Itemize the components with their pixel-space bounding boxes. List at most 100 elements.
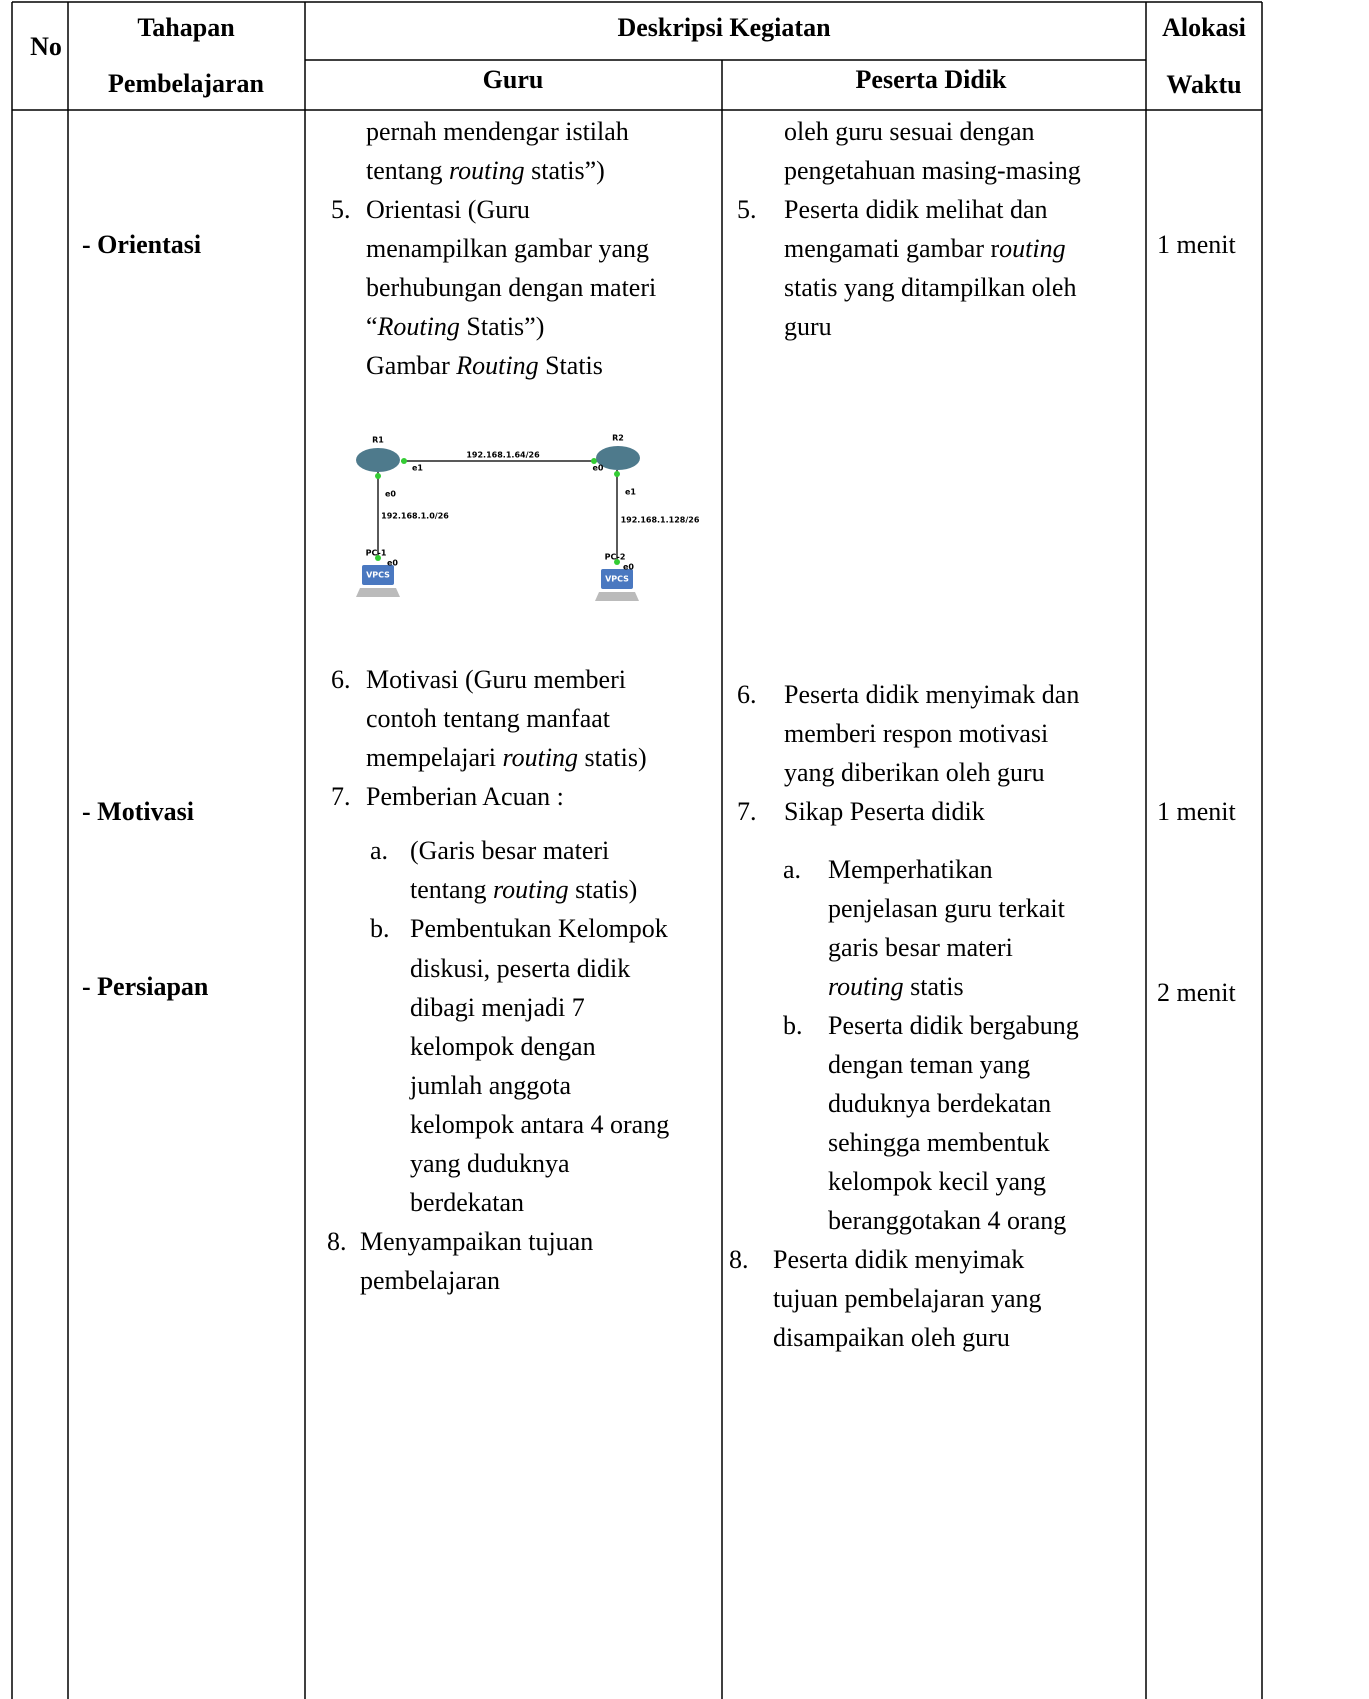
diagram-label: VPCS xyxy=(366,571,390,580)
text-line: Pemberian Acuan : xyxy=(366,782,564,811)
italic-term: Routing xyxy=(456,351,539,380)
text-line: jumlah anggota xyxy=(410,1071,572,1100)
text-segment: Statis”) xyxy=(459,312,545,341)
diagram-label: 192.168.1.128/26 xyxy=(621,516,700,525)
item-number: 6. xyxy=(331,665,351,694)
text-line: Pembentukan Kelompok xyxy=(410,914,668,943)
subitem-letter: b. xyxy=(370,914,390,943)
text-line: memberi respon motivasi xyxy=(784,719,1049,748)
text-segment: mengamati gambar r xyxy=(784,234,1000,263)
subitem-letter: b. xyxy=(783,1011,803,1040)
diagram-label: PC-2 xyxy=(605,553,626,562)
text-line: pengetahuan masing-masing xyxy=(784,156,1081,185)
item-number: 7. xyxy=(737,797,757,826)
text-line: “Routing Statis”) xyxy=(366,312,544,342)
subitem-letter: a. xyxy=(370,836,389,865)
text-line: tentang routing statis”) xyxy=(366,156,605,186)
text-line: diskusi, peserta didik xyxy=(410,954,631,983)
text-line: mengamati gambar routing xyxy=(784,234,1066,264)
diagram-label: e0 xyxy=(387,559,398,568)
text-line: Peserta didik melihat dan xyxy=(784,195,1048,224)
text-line: oleh guru sesuai dengan xyxy=(784,117,1035,146)
text-segment: Gambar xyxy=(366,351,457,380)
text-segment: statis) xyxy=(568,875,638,904)
stage-label: - Motivasi xyxy=(82,797,194,826)
text-line: Motivasi (Guru memberi xyxy=(366,665,626,694)
text-line: tujuan pembelajaran yang xyxy=(773,1284,1042,1313)
item-number: 5. xyxy=(331,195,351,224)
header-alokasi: Alokasi xyxy=(1162,13,1246,42)
text-line: Peserta didik menyimak dan xyxy=(784,680,1080,709)
diagram-label: 192.168.1.64/26 xyxy=(466,451,540,460)
diagram-label: R2 xyxy=(612,434,624,443)
text-segment: statis xyxy=(903,972,964,1001)
item-number: 5. xyxy=(737,195,757,224)
text-segment: statis”) xyxy=(524,156,605,185)
text-line: pembelajaran xyxy=(360,1266,501,1295)
diagram-label: PC-1 xyxy=(366,549,387,558)
diagram-label: e1 xyxy=(625,488,636,497)
text-line: duduknya berdekatan xyxy=(828,1089,1052,1118)
text-line: dengan teman yang xyxy=(828,1050,1031,1079)
item-number: 8. xyxy=(729,1245,749,1274)
text-segment: statis) xyxy=(578,743,647,772)
text-segment: mempelajari xyxy=(366,743,503,772)
text-segment: “ xyxy=(366,312,378,341)
text-line: kelompok kecil yang xyxy=(828,1167,1047,1196)
text-line: disampaikan oleh guru xyxy=(773,1323,1010,1352)
text-line: berhubungan dengan materi xyxy=(366,273,657,302)
italic-term: routing xyxy=(449,156,525,185)
item-number: 6. xyxy=(737,680,757,709)
header-peserta: Peserta Didik xyxy=(855,65,1007,94)
header-tahapan: Tahapan xyxy=(137,13,235,42)
diagram-label: 192.168.1.0/26 xyxy=(381,512,449,521)
italic-term: routing xyxy=(828,972,904,1001)
time-allocation: 1 menit xyxy=(1157,230,1236,259)
header-deskripsi: Deskripsi Kegiatan xyxy=(617,13,831,42)
text-line: beranggotakan 4 orang xyxy=(828,1206,1067,1235)
italic-term: outing xyxy=(999,234,1066,263)
italic-term: routing xyxy=(493,875,569,904)
text-line: kelompok dengan xyxy=(410,1032,596,1061)
italic-term: Routing xyxy=(377,312,460,341)
header-guru: Guru xyxy=(482,65,544,94)
italic-term: routing xyxy=(502,743,579,772)
text-line: Peserta didik bergabung xyxy=(828,1011,1079,1040)
network-diagram xyxy=(356,446,640,601)
text-line: mempelajari routing statis) xyxy=(366,743,647,773)
item-number: 7. xyxy=(331,782,351,811)
text-line: Menyampaikan tujuan xyxy=(360,1227,594,1256)
text-segment: tentang xyxy=(410,875,494,904)
text-line: sehingga membentuk xyxy=(828,1128,1050,1157)
text-line: yang diberikan oleh guru xyxy=(784,758,1045,787)
item-number: 8. xyxy=(327,1227,347,1256)
text-line: routing statis xyxy=(828,972,964,1002)
text-line: menampilkan gambar yang xyxy=(366,234,650,263)
text-line: Sikap Peserta didik xyxy=(784,797,985,826)
text-line: Orientasi (Guru xyxy=(366,195,530,224)
diagram-label: e0 xyxy=(593,464,604,473)
text-line: dibagi menjadi 7 xyxy=(410,993,585,1022)
stage-label: - Orientasi xyxy=(82,230,202,259)
text-line: statis yang ditampilkan oleh xyxy=(784,273,1077,302)
stage-label: - Persiapan xyxy=(82,972,209,1001)
text-line: garis besar materi xyxy=(828,933,1013,962)
time-allocation: 2 menit xyxy=(1157,978,1236,1007)
text-line: guru xyxy=(784,312,832,341)
text-line: yang duduknya xyxy=(410,1149,570,1178)
time-allocation: 1 menit xyxy=(1157,797,1236,826)
diagram-label: e0 xyxy=(623,563,634,572)
text-line: berdekatan xyxy=(410,1188,525,1217)
text-line: Gambar Routing Statis xyxy=(366,351,603,381)
subitem-letter: a. xyxy=(783,855,802,884)
text-line: pernah mendengar istilah xyxy=(366,117,629,146)
header-tahapan: Pembelajaran xyxy=(108,69,264,98)
diagram-label: e0 xyxy=(385,490,396,499)
text-line: Peserta didik menyimak xyxy=(773,1245,1025,1274)
header-alokasi: Waktu xyxy=(1166,70,1242,99)
text-line: contoh tentang manfaat xyxy=(366,704,611,733)
text-line: tentang routing statis) xyxy=(410,875,637,905)
diagram-label: VPCS xyxy=(605,575,629,584)
